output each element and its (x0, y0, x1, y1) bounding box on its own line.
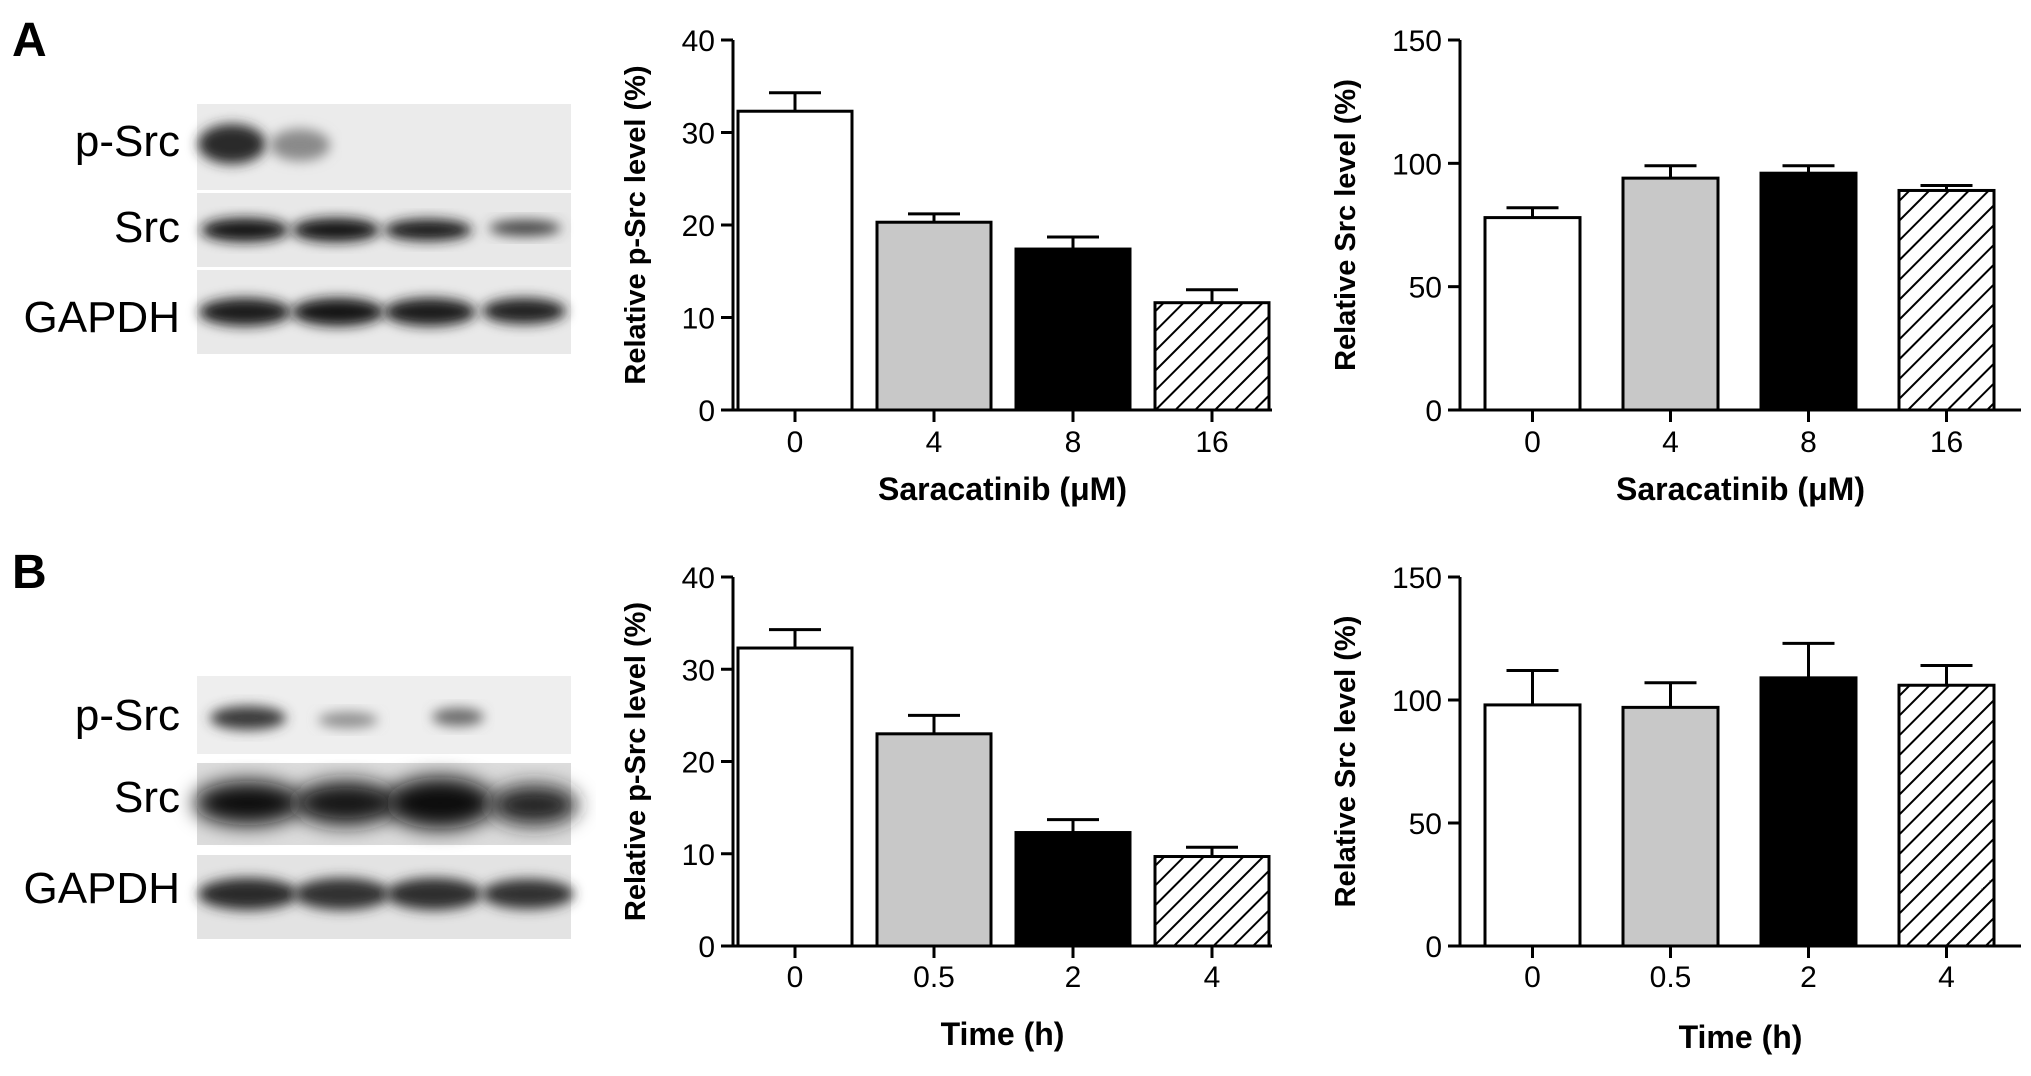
bar-2 (875, 732, 993, 948)
y-tick-label: 150 (1392, 25, 1442, 58)
y-axis-title: Relative p-Src level (%) (620, 65, 652, 384)
y-tick-label: 50 (1409, 808, 1442, 841)
x-tick-label: 0 (1524, 426, 1541, 459)
bar-2 (875, 220, 993, 412)
bar-2 (1621, 705, 1720, 948)
bar-2 (1621, 176, 1720, 412)
y-axis-title: Relative p-Src level (%) (620, 602, 652, 921)
x-tick-label: 4 (1938, 961, 1955, 994)
y-tick-label: 20 (682, 210, 715, 243)
x-tick-label: 4 (1204, 961, 1221, 994)
y-tick-label: 30 (682, 654, 715, 687)
chart-b-src: 0 50 100 150 0 0.5 2 4 Time (h) Relative Src leve… (1330, 562, 2021, 1055)
y-tick-label: 50 (1409, 272, 1442, 305)
bar-1 (736, 646, 854, 948)
x-tick-label: 4 (1662, 426, 1679, 459)
bar-4 (1153, 301, 1271, 412)
y-axis-title: Relative Src level (%) (1330, 79, 1362, 371)
x-tick-label: 0 (787, 961, 804, 994)
chart-a-src: 0 50 100 150 0 4 8 16 Saracatinib (μM) Relative S… (1330, 25, 2021, 507)
y-axis-title: Relative Src level (%) (1330, 616, 1362, 908)
y-tick-label: 100 (1392, 148, 1442, 181)
x-tick-label: 8 (1065, 426, 1082, 459)
blot-label-gapdh-b: GAPDH (24, 864, 180, 913)
y-tick-label: 10 (682, 303, 715, 336)
x-axis-title: Saracatinib (μM) (1616, 471, 1865, 507)
x-tick-label: 0.5 (913, 961, 955, 994)
blot-label-psrc-b: p-Src (75, 691, 180, 740)
x-tick-label: 4 (926, 426, 943, 459)
x-tick-label: 0 (787, 426, 804, 459)
bar-3 (1014, 247, 1132, 412)
x-tick-label: 8 (1800, 426, 1817, 459)
bar-4 (1153, 855, 1271, 948)
chart-a-psrc: 0 10 20 30 40 0 4 8 16 Saracatinib (μM) Relative p… (620, 25, 1272, 507)
x-axis-title: Saracatinib (μM) (878, 471, 1127, 507)
bar-1 (1483, 216, 1582, 412)
x-axis-title: Time (h) (941, 1016, 1065, 1052)
bar-4 (1897, 188, 1996, 412)
y-tick-label: 40 (682, 562, 715, 595)
y-tick-label: 0 (1425, 395, 1442, 428)
chart-b-psrc: 0 10 20 30 40 0 0.5 2 4 Time (h) Relative p-Src le… (620, 562, 1272, 1052)
y-tick-label: 10 (682, 839, 715, 872)
panel-letter-a: A (12, 14, 47, 67)
x-tick-label: 16 (1930, 426, 1963, 459)
blot-label-psrc-a: p-Src (75, 117, 180, 166)
y-tick-label: 150 (1392, 562, 1442, 595)
western-blot-b (194, 676, 578, 939)
panel-letter-b: B (12, 546, 47, 599)
y-tick-label: 0 (1425, 931, 1442, 964)
x-tick-label: 0 (1524, 961, 1541, 994)
x-tick-label: 0.5 (1650, 961, 1692, 994)
x-axis-title: Time (h) (1679, 1019, 1803, 1055)
bar-3 (1759, 676, 1858, 948)
y-tick-label: 20 (682, 747, 715, 780)
y-tick-label: 100 (1392, 685, 1442, 718)
y-tick-label: 0 (698, 931, 715, 964)
y-tick-label: 30 (682, 118, 715, 151)
x-tick-label: 16 (1195, 426, 1228, 459)
blot-label-src-a: Src (114, 203, 180, 252)
bar-1 (1483, 703, 1582, 948)
x-tick-label: 2 (1065, 961, 1082, 994)
y-tick-label: 0 (698, 395, 715, 428)
bar-4 (1897, 683, 1996, 948)
bar-3 (1759, 171, 1858, 412)
blot-label-gapdh-a: GAPDH (24, 293, 180, 342)
bar-3 (1014, 831, 1132, 948)
y-tick-label: 40 (682, 25, 715, 58)
blot-label-src-b: Src (114, 773, 180, 822)
bar-1 (736, 109, 854, 412)
western-blot-a (197, 104, 571, 354)
x-tick-label: 2 (1800, 961, 1817, 994)
